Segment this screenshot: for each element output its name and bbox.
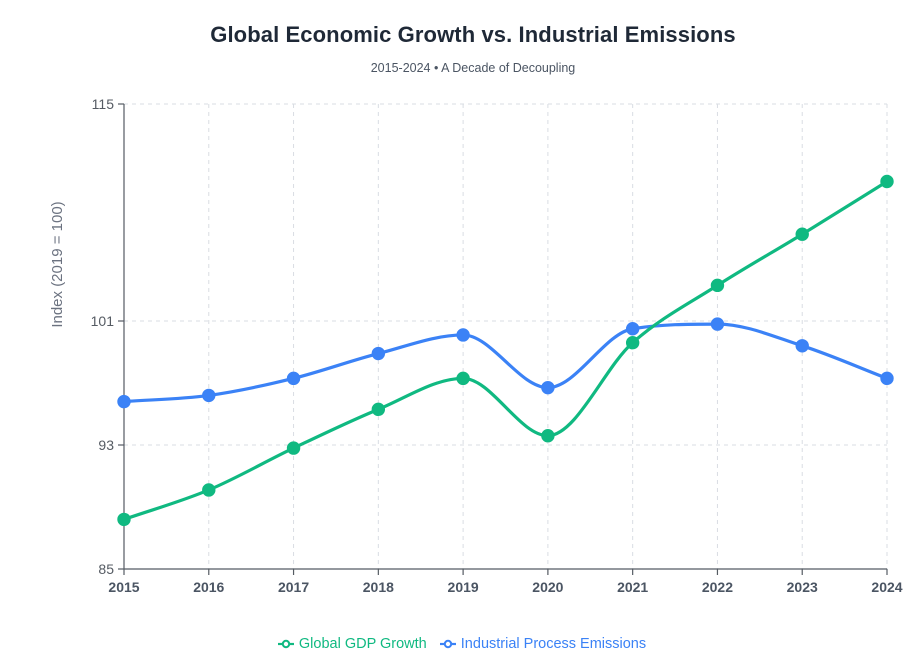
x-tick-label: 2017 [278, 579, 309, 595]
data-point-0-3 [371, 402, 386, 417]
y-tick-label: 101 [91, 313, 115, 329]
data-point-1-8 [795, 339, 809, 353]
x-tick-label: 2022 [702, 579, 733, 595]
x-tick-label: 2023 [787, 579, 818, 595]
chart-subtitle: 2015-2024 • A Decade of Decoupling [370, 61, 576, 75]
legend-label-emissions: Industrial Process Emissions [460, 636, 647, 653]
series-line-1 [122, 322, 889, 404]
y-tick-label: 115 [92, 96, 115, 112]
legend-swatch-gdp-dot [281, 639, 291, 649]
data-point-1-5 [541, 380, 555, 395]
legend-swatch-emissions-icon [439, 639, 456, 649]
series-line-0 [122, 179, 889, 521]
legend-swatch-emissions-dot [443, 639, 452, 649]
data-point-0-0 [117, 512, 131, 527]
data-point-1-4 [456, 328, 470, 342]
data-point-1-9 [880, 371, 894, 386]
series-0 [117, 174, 894, 527]
legend-item-emissions[interactable]: Industrial Process Emissions [439, 636, 646, 652]
legend-item-gdp[interactable]: Global GDP Growth [277, 636, 427, 652]
chart-title: Global Economic Growth vs. Industrial Em… [210, 22, 736, 47]
x-tick-label: 2024 [871, 579, 902, 595]
x-tick-label: 2021 [617, 579, 648, 595]
x-tick-label: 2016 [193, 579, 224, 595]
data-point-0-4 [456, 371, 470, 386]
data-point-0-9 [880, 174, 894, 189]
chart-legend: Global GDP Growth Industrial Process Emi… [0, 636, 923, 652]
x-tick-label: 2015 [108, 579, 139, 595]
data-point-1-7 [710, 317, 725, 331]
data-point-1-2 [286, 371, 301, 386]
data-point-1-0 [117, 394, 131, 409]
data-point-1-3 [371, 346, 386, 361]
data-point-0-2 [286, 441, 301, 455]
x-tick-label: 2020 [532, 579, 563, 595]
series-1 [117, 317, 894, 409]
legend-label-gdp: Global GDP Growth [298, 636, 427, 653]
data-point-1-6 [625, 322, 640, 336]
data-point-0-5 [541, 429, 555, 443]
y-tick-label: 93 [98, 437, 114, 453]
data-point-0-6 [625, 336, 640, 350]
legend-swatch-gdp-icon [277, 639, 294, 649]
data-point-1-1 [202, 388, 216, 403]
data-point-0-7 [710, 278, 725, 293]
x-tick-label: 2018 [363, 579, 394, 595]
data-point-0-8 [795, 227, 809, 241]
x-tick-label: 2019 [448, 579, 479, 595]
y-axis-title: Index (2019 = 100) [49, 201, 66, 327]
data-point-0-1 [202, 483, 216, 497]
y-tick-label: 85 [98, 561, 114, 577]
